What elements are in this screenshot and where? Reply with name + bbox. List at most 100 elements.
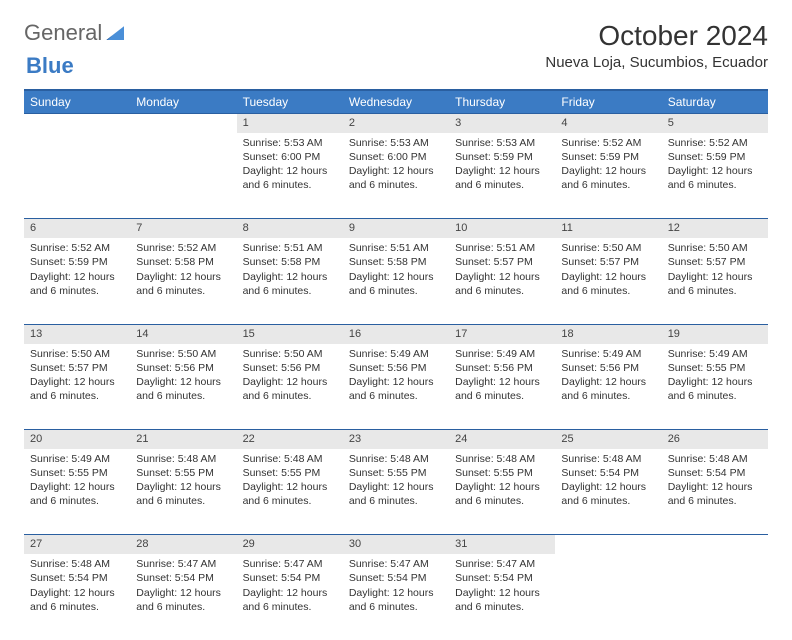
weekday-monday: Monday <box>130 90 236 114</box>
sunrise-line: Sunrise: 5:53 AM <box>349 136 443 150</box>
day-data: Sunrise: 5:52 AMSunset: 5:59 PMDaylight:… <box>24 238 130 304</box>
sunset-line: Sunset: 5:55 PM <box>30 466 124 480</box>
sunrise-line: Sunrise: 5:51 AM <box>455 241 549 255</box>
daynum-cell <box>130 114 236 133</box>
weekday-friday: Friday <box>555 90 661 114</box>
week-1-daynum-row: 6789101112 <box>24 219 768 238</box>
day-data: Sunrise: 5:53 AMSunset: 6:00 PMDaylight:… <box>237 133 343 199</box>
weekday-tuesday: Tuesday <box>237 90 343 114</box>
day-cell: Sunrise: 5:53 AMSunset: 6:00 PMDaylight:… <box>343 133 449 219</box>
day-data: Sunrise: 5:49 AMSunset: 5:55 PMDaylight:… <box>662 344 768 410</box>
daylight-line: Daylight: 12 hours and 6 minutes. <box>243 164 337 192</box>
day-cell: Sunrise: 5:52 AMSunset: 5:58 PMDaylight:… <box>130 238 236 324</box>
daynum-cell: 18 <box>555 324 661 343</box>
day-data: Sunrise: 5:50 AMSunset: 5:57 PMDaylight:… <box>24 344 130 410</box>
sunrise-line: Sunrise: 5:50 AM <box>668 241 762 255</box>
daylight-line: Daylight: 12 hours and 6 minutes. <box>561 270 655 298</box>
daynum-cell: 3 <box>449 114 555 133</box>
sunset-line: Sunset: 5:58 PM <box>136 255 230 269</box>
daynum-cell: 2 <box>343 114 449 133</box>
sunrise-line: Sunrise: 5:48 AM <box>455 452 549 466</box>
day-cell: Sunrise: 5:48 AMSunset: 5:55 PMDaylight:… <box>130 449 236 535</box>
daynum-cell: 10 <box>449 219 555 238</box>
sunset-line: Sunset: 5:56 PM <box>455 361 549 375</box>
sunset-line: Sunset: 5:59 PM <box>455 150 549 164</box>
daynum-cell: 24 <box>449 430 555 449</box>
week-3-daynum-row: 20212223242526 <box>24 430 768 449</box>
daylight-line: Daylight: 12 hours and 6 minutes. <box>136 375 230 403</box>
sunrise-line: Sunrise: 5:52 AM <box>136 241 230 255</box>
day-cell: Sunrise: 5:51 AMSunset: 5:57 PMDaylight:… <box>449 238 555 324</box>
daynum-cell <box>662 535 768 554</box>
daynum-cell: 12 <box>662 219 768 238</box>
day-data: Sunrise: 5:53 AMSunset: 5:59 PMDaylight:… <box>449 133 555 199</box>
daynum-cell <box>555 535 661 554</box>
sunset-line: Sunset: 5:54 PM <box>349 571 443 585</box>
daynum-cell: 27 <box>24 535 130 554</box>
daylight-line: Daylight: 12 hours and 6 minutes. <box>561 480 655 508</box>
sunset-line: Sunset: 5:58 PM <box>243 255 337 269</box>
day-data: Sunrise: 5:47 AMSunset: 5:54 PMDaylight:… <box>237 554 343 620</box>
day-cell: Sunrise: 5:49 AMSunset: 5:56 PMDaylight:… <box>343 344 449 430</box>
day-data: Sunrise: 5:48 AMSunset: 5:55 PMDaylight:… <box>237 449 343 515</box>
sunrise-line: Sunrise: 5:47 AM <box>455 557 549 571</box>
day-cell: Sunrise: 5:47 AMSunset: 5:54 PMDaylight:… <box>130 554 236 640</box>
daynum-cell: 11 <box>555 219 661 238</box>
daynum-cell <box>24 114 130 133</box>
daylight-line: Daylight: 12 hours and 6 minutes. <box>136 586 230 614</box>
day-data: Sunrise: 5:51 AMSunset: 5:58 PMDaylight:… <box>237 238 343 304</box>
day-data: Sunrise: 5:48 AMSunset: 5:54 PMDaylight:… <box>555 449 661 515</box>
month-title: October 2024 <box>545 20 768 52</box>
day-cell: Sunrise: 5:50 AMSunset: 5:57 PMDaylight:… <box>555 238 661 324</box>
sunset-line: Sunset: 5:59 PM <box>561 150 655 164</box>
day-data: Sunrise: 5:48 AMSunset: 5:54 PMDaylight:… <box>662 449 768 515</box>
day-data: Sunrise: 5:51 AMSunset: 5:57 PMDaylight:… <box>449 238 555 304</box>
daynum-cell: 6 <box>24 219 130 238</box>
sunrise-line: Sunrise: 5:48 AM <box>349 452 443 466</box>
day-data: Sunrise: 5:47 AMSunset: 5:54 PMDaylight:… <box>343 554 449 620</box>
day-cell <box>662 554 768 640</box>
day-cell: Sunrise: 5:51 AMSunset: 5:58 PMDaylight:… <box>237 238 343 324</box>
sunrise-line: Sunrise: 5:52 AM <box>30 241 124 255</box>
day-data: Sunrise: 5:52 AMSunset: 5:58 PMDaylight:… <box>130 238 236 304</box>
day-cell: Sunrise: 5:50 AMSunset: 5:56 PMDaylight:… <box>237 344 343 430</box>
day-data: Sunrise: 5:49 AMSunset: 5:56 PMDaylight:… <box>449 344 555 410</box>
daylight-line: Daylight: 12 hours and 6 minutes. <box>349 586 443 614</box>
daylight-line: Daylight: 12 hours and 6 minutes. <box>30 480 124 508</box>
title-block: October 2024 Nueva Loja, Sucumbios, Ecua… <box>545 20 768 71</box>
sunset-line: Sunset: 5:57 PM <box>30 361 124 375</box>
day-cell: Sunrise: 5:47 AMSunset: 5:54 PMDaylight:… <box>343 554 449 640</box>
day-cell <box>24 133 130 219</box>
day-cell: Sunrise: 5:49 AMSunset: 5:56 PMDaylight:… <box>555 344 661 430</box>
daylight-line: Daylight: 12 hours and 6 minutes. <box>243 480 337 508</box>
daynum-cell: 5 <box>662 114 768 133</box>
daynum-cell: 23 <box>343 430 449 449</box>
weekday-header-row: SundayMondayTuesdayWednesdayThursdayFrid… <box>24 90 768 114</box>
daynum-cell: 14 <box>130 324 236 343</box>
day-data: Sunrise: 5:52 AMSunset: 5:59 PMDaylight:… <box>555 133 661 199</box>
sunrise-line: Sunrise: 5:49 AM <box>455 347 549 361</box>
calendar-table: SundayMondayTuesdayWednesdayThursdayFrid… <box>24 89 768 640</box>
daynum-cell: 9 <box>343 219 449 238</box>
day-cell: Sunrise: 5:49 AMSunset: 5:56 PMDaylight:… <box>449 344 555 430</box>
day-data: Sunrise: 5:49 AMSunset: 5:55 PMDaylight:… <box>24 449 130 515</box>
day-cell: Sunrise: 5:47 AMSunset: 5:54 PMDaylight:… <box>237 554 343 640</box>
sunrise-line: Sunrise: 5:48 AM <box>561 452 655 466</box>
daylight-line: Daylight: 12 hours and 6 minutes. <box>455 586 549 614</box>
sunrise-line: Sunrise: 5:48 AM <box>136 452 230 466</box>
week-4-daynum-row: 2728293031 <box>24 535 768 554</box>
sunrise-line: Sunrise: 5:51 AM <box>349 241 443 255</box>
day-cell: Sunrise: 5:49 AMSunset: 5:55 PMDaylight:… <box>662 344 768 430</box>
day-cell: Sunrise: 5:50 AMSunset: 5:57 PMDaylight:… <box>24 344 130 430</box>
daynum-cell: 31 <box>449 535 555 554</box>
daylight-line: Daylight: 12 hours and 6 minutes. <box>349 270 443 298</box>
sunrise-line: Sunrise: 5:49 AM <box>561 347 655 361</box>
sunset-line: Sunset: 5:54 PM <box>561 466 655 480</box>
daylight-line: Daylight: 12 hours and 6 minutes. <box>349 164 443 192</box>
daynum-cell: 15 <box>237 324 343 343</box>
sunrise-line: Sunrise: 5:53 AM <box>243 136 337 150</box>
day-data: Sunrise: 5:50 AMSunset: 5:57 PMDaylight:… <box>662 238 768 304</box>
calendar-body: 12345Sunrise: 5:53 AMSunset: 6:00 PMDayl… <box>24 114 768 640</box>
day-data: Sunrise: 5:50 AMSunset: 5:56 PMDaylight:… <box>237 344 343 410</box>
weekday-thursday: Thursday <box>449 90 555 114</box>
